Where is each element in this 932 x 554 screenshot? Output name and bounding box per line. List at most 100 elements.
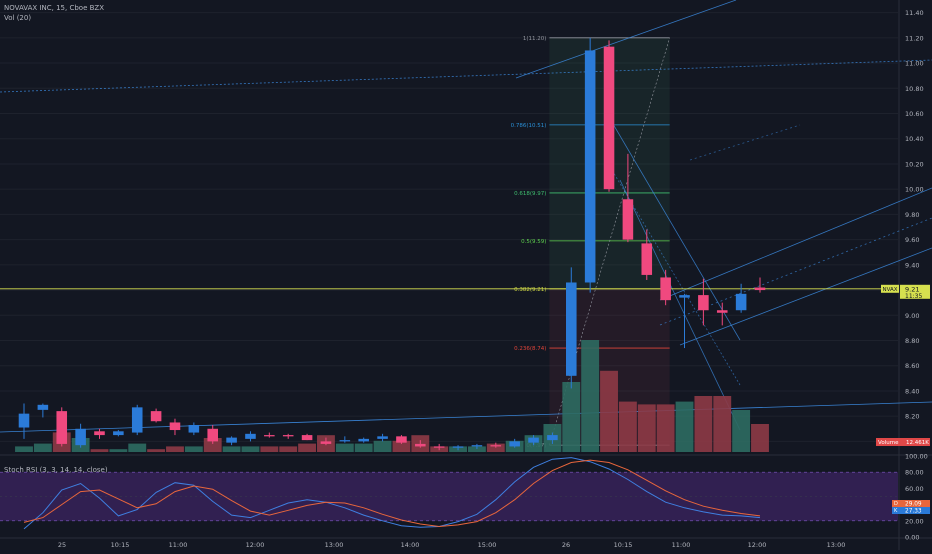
volume-bar [392,440,411,452]
fib-level-label: 0.786(10.51) [511,123,547,129]
candle-body [509,441,520,447]
trend-line [0,59,932,93]
trend-line [605,111,741,341]
fib-level-label: 0.5(9.59) [521,239,546,245]
candle-body [169,422,181,431]
candle-body [301,435,313,441]
candle-body [150,411,162,422]
time-tick-label: 25 [58,541,66,549]
volume-bar [298,443,317,452]
volume-bar [147,449,166,452]
time-tick-label: 12:00 [246,541,265,549]
price-tick-label: 8.20 [905,413,919,421]
price-tick-label: 8.40 [905,387,919,395]
volume-bar [694,396,713,452]
price-tick-label: 11.40 [905,9,924,17]
fib-level-label: 0.618(9.97) [514,191,546,197]
price-tick-label: 9.80 [905,211,919,219]
candle-body [641,243,653,275]
candle-body [396,436,407,443]
time-tick-label: 26 [562,541,570,549]
volume-bar [33,443,52,452]
candle-body [415,443,426,447]
stoch-badge-value: 29.09 [905,502,922,508]
volume-bar [335,443,354,452]
candle-body [547,435,558,441]
candle-body [716,310,728,313]
price-tick-label: 10.60 [905,110,924,118]
volume-bar [203,438,222,452]
volume-bar [260,446,279,452]
stoch-line-k [23,457,761,530]
volume-bar [109,449,128,452]
fib-trend-line [549,37,670,446]
candle-body [565,282,577,376]
price-tick-label: 10.00 [905,186,924,194]
last-price-symbol-badge [881,284,899,293]
time-tick-label: 10:15 [111,541,130,549]
volume-bar [675,401,694,452]
trend-line [689,124,801,161]
time-tick-label: 12:00 [748,541,767,549]
volume-bar [279,446,298,452]
trend-line [679,247,932,346]
candle-body [264,435,275,437]
volume-bar [222,446,241,452]
trend-line [515,0,737,79]
stoch-tick-label: 20.00 [905,517,924,525]
price-tick-label: 9.40 [905,261,919,269]
candle-body [603,46,615,190]
candle-body [754,287,766,291]
volume-bar [90,449,109,452]
candle-body [358,438,369,442]
stoch-band [0,472,898,521]
candle-body [188,424,200,433]
time-tick-label: 15:00 [478,541,497,549]
candle-body [37,404,49,410]
symbol-title: NOVAVAX INC, 15, Cboe BZX [4,4,104,12]
stoch-tick-label: 0.00 [905,534,919,542]
stoch-tick-label: 100.00 [905,453,928,461]
last-price-value: 9.21 [905,285,919,293]
candle-body [56,411,68,444]
candle-body [282,435,294,437]
volume-badge [876,438,930,446]
stoch-rsi-title: Stoch RSI (3, 3, 14, 14, close) [4,466,108,474]
volume-bar [637,404,656,452]
volume-bar [15,446,33,452]
candle-body [433,446,445,448]
volume-badge-value: 12.461K [906,440,929,446]
volume-bar [467,446,486,452]
volume-bar [600,370,618,452]
volume-bar [732,410,751,452]
volume-bar [354,443,373,452]
stoch-tick-label: 80.00 [905,469,924,477]
stoch-badge-name: D [894,501,898,507]
stoch-badge-name-bg [892,500,900,507]
candle-body [471,445,483,447]
volume-bar [373,440,392,452]
stoch-badge-value: 27.33 [905,509,922,515]
candle-body [660,277,671,301]
candle-body [735,293,747,311]
stoch-line-d [23,459,761,528]
candle-body [490,445,502,447]
time-tick-label: 11:00 [672,541,691,549]
volume-bar [128,443,147,452]
fib-level-label: 0.236(8.74) [514,346,546,352]
candle-body [226,437,237,443]
trend-line [659,217,932,326]
last-price-symbol: NVAX [882,287,897,293]
candle-body [528,437,539,443]
volume-bar [166,446,184,452]
price-tick-label: 10.80 [905,85,924,93]
volume-bar [618,401,637,452]
volume-bar [486,443,505,452]
candle-body [339,440,351,442]
volume-bar [184,446,203,452]
trend-line [619,179,741,431]
price-tick-label: 10.20 [905,160,924,168]
